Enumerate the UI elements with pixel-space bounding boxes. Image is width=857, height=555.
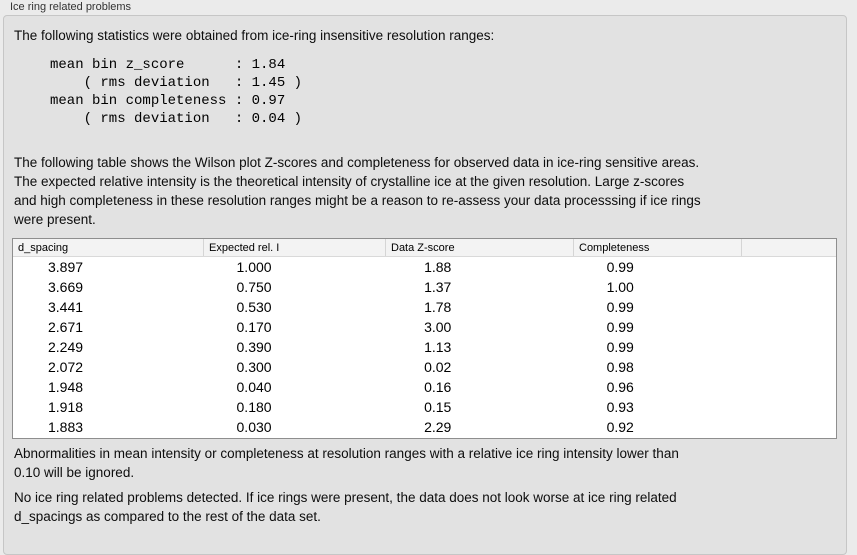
cell-empty: [742, 377, 836, 397]
table-row[interactable]: 2.072 0.300 0.02 0.98: [13, 357, 836, 377]
stat-line: ( rms deviation : 0.04 ): [50, 111, 303, 127]
description-text: The following table shows the Wilson plo…: [14, 153, 701, 229]
cell-data-z-score: 2.29: [424, 419, 452, 435]
cell-empty: [742, 297, 836, 317]
ignore-note-text: Abnormalities in mean intensity or compl…: [14, 444, 679, 482]
conclusion-line: No ice ring related problems detected. I…: [14, 490, 677, 505]
stat-line: ( rms deviation : 1.45 ): [50, 75, 303, 91]
cell-empty: [742, 337, 836, 357]
table-row[interactable]: 1.918 0.180 0.15 0.93: [13, 397, 836, 417]
cell-completeness: 1.00: [606, 279, 634, 295]
panel-title: Ice ring related problems: [10, 1, 132, 13]
table-row[interactable]: 2.249 0.390 1.13 0.99: [13, 337, 836, 357]
cell-expected-rel-i: 0.030: [236, 419, 272, 435]
cell-empty: [742, 257, 836, 277]
conclusion-text: No ice ring related problems detected. I…: [14, 488, 677, 526]
cell-completeness: 0.98: [606, 359, 634, 375]
cell-d-spacing: 2.249: [48, 339, 84, 355]
cell-data-z-score: 1.78: [424, 299, 452, 315]
stat-line: mean bin z_score : 1.84: [50, 57, 286, 73]
cell-data-z-score: 1.88: [424, 259, 452, 275]
cell-completeness: 0.99: [606, 339, 634, 355]
description-line: The expected relative intensity is the t…: [14, 174, 685, 189]
cell-expected-rel-i: 0.750: [236, 279, 272, 295]
column-header-expected-rel-i[interactable]: Expected rel. I: [204, 239, 386, 256]
table-row[interactable]: 3.669 0.750 1.37 1.00: [13, 277, 836, 297]
cell-d-spacing: 3.669: [48, 279, 84, 295]
cell-d-spacing: 1.883: [48, 419, 84, 435]
cell-empty: [742, 397, 836, 417]
cell-d-spacing: 1.918: [48, 399, 84, 415]
cell-d-spacing: 2.072: [48, 359, 84, 375]
description-line: The following table shows the Wilson plo…: [14, 155, 700, 170]
column-header-data-z-score[interactable]: Data Z-score: [386, 239, 574, 256]
cell-d-spacing: 1.948: [48, 379, 84, 395]
cell-completeness: 0.99: [606, 259, 634, 275]
ignore-note-line: Abnormalities in mean intensity or compl…: [14, 446, 679, 461]
ice-ring-table: d_spacing Expected rel. I Data Z-score C…: [12, 238, 837, 439]
cell-completeness: 0.92: [606, 419, 634, 435]
stat-line: mean bin completeness : 0.97: [50, 93, 286, 109]
description-line: and high completeness in these resolutio…: [14, 193, 701, 208]
cell-expected-rel-i: 0.300: [236, 359, 272, 375]
column-header-d-spacing[interactable]: d_spacing: [13, 239, 204, 256]
cell-data-z-score: 0.16: [424, 379, 452, 395]
cell-data-z-score: 1.13: [424, 339, 452, 355]
cell-expected-rel-i: 1.000: [236, 259, 272, 275]
cell-data-z-score: 3.00: [424, 319, 452, 335]
cell-expected-rel-i: 0.180: [236, 399, 272, 415]
statistics-block: mean bin z_score : 1.84 ( rms deviation …: [50, 56, 302, 128]
cell-d-spacing: 2.671: [48, 319, 84, 335]
cell-completeness: 0.99: [606, 319, 634, 335]
intro-text: The following statistics were obtained f…: [14, 28, 495, 43]
cell-completeness: 0.96: [606, 379, 634, 395]
table-row[interactable]: 1.948 0.040 0.16 0.96: [13, 377, 836, 397]
table-header: d_spacing Expected rel. I Data Z-score C…: [13, 239, 836, 257]
cell-expected-rel-i: 0.530: [236, 299, 272, 315]
cell-empty: [742, 277, 836, 297]
cell-expected-rel-i: 0.390: [236, 339, 272, 355]
ignore-note-line: 0.10 will be ignored.: [14, 465, 135, 480]
cell-empty: [742, 317, 836, 337]
table-row[interactable]: 3.441 0.530 1.78 0.99: [13, 297, 836, 317]
cell-expected-rel-i: 0.170: [236, 319, 272, 335]
table-row[interactable]: 3.897 1.000 1.88 0.99: [13, 257, 836, 277]
cell-data-z-score: 0.02: [424, 359, 452, 375]
description-line: were present.: [14, 212, 96, 227]
table-row[interactable]: 1.883 0.030 2.29 0.92: [13, 417, 836, 437]
table-row[interactable]: 2.671 0.170 3.00 0.99: [13, 317, 836, 337]
conclusion-line: d_spacings as compared to the rest of th…: [14, 509, 321, 524]
column-header-empty: [742, 239, 836, 256]
cell-d-spacing: 3.897: [48, 259, 84, 275]
cell-expected-rel-i: 0.040: [236, 379, 272, 395]
cell-empty: [742, 357, 836, 377]
column-header-completeness[interactable]: Completeness: [574, 239, 742, 256]
cell-data-z-score: 1.37: [424, 279, 452, 295]
cell-d-spacing: 3.441: [48, 299, 84, 315]
cell-data-z-score: 0.15: [424, 399, 452, 415]
cell-empty: [742, 417, 836, 437]
cell-completeness: 0.93: [606, 399, 634, 415]
cell-completeness: 0.99: [606, 299, 634, 315]
